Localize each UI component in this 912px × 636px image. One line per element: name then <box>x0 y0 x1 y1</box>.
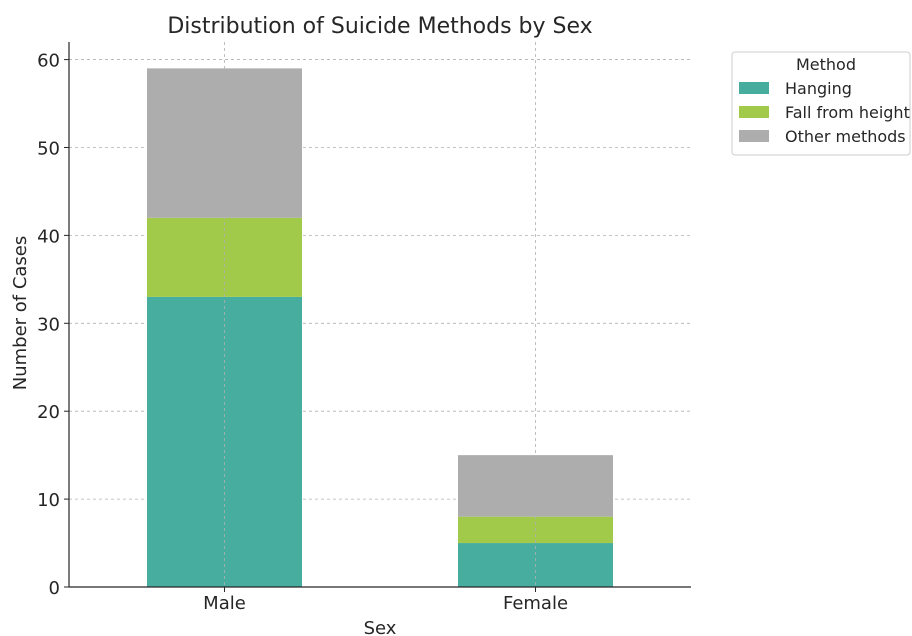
y-tick-label: 10 <box>37 490 60 511</box>
legend-label: Other methods <box>785 127 906 146</box>
y-tick-label: 50 <box>37 138 60 159</box>
legend-swatch <box>739 106 769 118</box>
y-tick-label: 40 <box>37 226 60 247</box>
legend-swatch <box>739 130 769 142</box>
legend: Method Hanging Fall from height Other meth… <box>731 51 911 156</box>
legend-label: Hanging <box>785 79 852 98</box>
legend-label: Fall from height <box>785 103 910 122</box>
chart-title: Distribution of Suicide Methods by Sex <box>167 14 592 39</box>
bar-male-hanging <box>147 296 302 587</box>
x-tick-label: Male <box>203 593 246 614</box>
legend-swatch <box>739 82 769 94</box>
x-tick-label: Female <box>503 593 568 614</box>
y-tick-label: 30 <box>37 314 60 335</box>
y-tick-label: 60 <box>37 51 60 72</box>
legend-title: Method <box>796 55 856 74</box>
y-tick-label: 0 <box>49 578 60 599</box>
x-axis-label: Sex <box>364 618 397 636</box>
legend-frame <box>731 51 911 156</box>
y-axis-label: Number of Cases <box>10 236 31 391</box>
y-tick-label: 20 <box>37 402 60 423</box>
